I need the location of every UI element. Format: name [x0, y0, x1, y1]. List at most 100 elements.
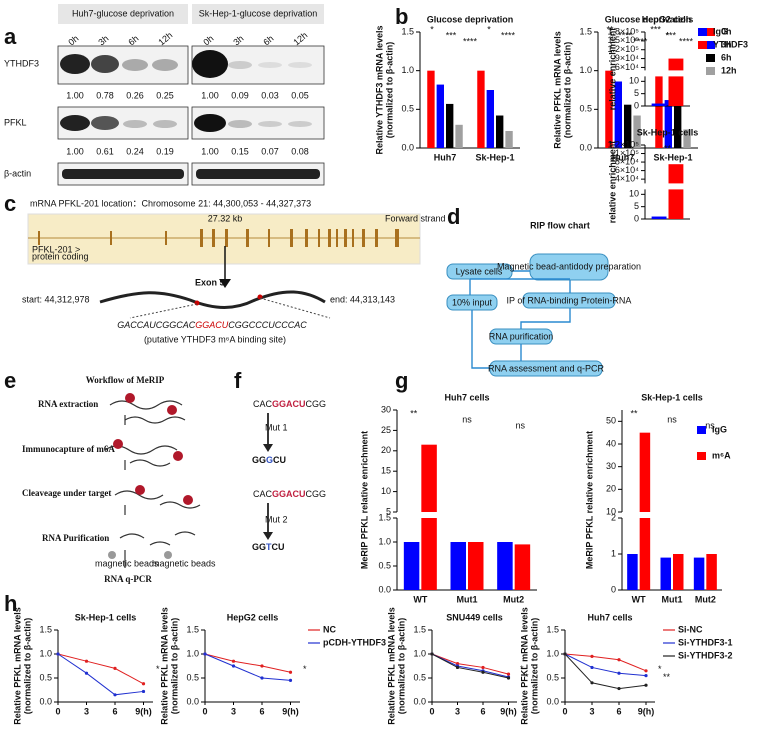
bar — [486, 90, 494, 148]
zoom-line — [259, 297, 331, 319]
chart-title: Sk-Hep-1 cells — [641, 392, 703, 402]
motif: GGACU — [272, 399, 306, 409]
seq-part: CU — [273, 455, 286, 465]
point — [203, 652, 207, 656]
step: RNA extraction — [38, 399, 98, 409]
quant: 0.08 — [291, 146, 309, 156]
panel-label: c — [4, 191, 16, 216]
y-tick-label: 4×10⁴ — [615, 174, 639, 184]
x-tick-label: 9(h) — [500, 706, 517, 716]
y-axis-label: relative enrichment — [607, 28, 617, 111]
bar — [668, 58, 684, 106]
zoom-line — [129, 303, 198, 319]
chart-title: Sk-Hep-1 cells — [75, 612, 137, 622]
y-tick-label: 1.0 — [186, 648, 199, 658]
y-tick-label: 1.0 — [413, 648, 426, 658]
x-tick-label: 3 — [231, 706, 236, 716]
y-tick-label: 10 — [629, 76, 639, 86]
end: end: 44,313,143 — [330, 294, 395, 304]
antibody-beads — [113, 393, 193, 505]
axis-break — [646, 70, 691, 77]
panel-label: f — [234, 368, 242, 393]
significance: ns — [462, 414, 472, 424]
legend-label: 0h — [721, 26, 732, 36]
workflow-title: Workflow of MeRIP — [86, 375, 165, 385]
panel-label: e — [4, 368, 16, 393]
bar — [651, 216, 667, 219]
legend-label: m⁶A — [712, 450, 731, 460]
y-tick-label: 0 — [611, 584, 616, 594]
bar — [673, 554, 684, 590]
strand: Forward strand — [385, 213, 446, 223]
chart-title: HepG2 cells — [227, 612, 279, 622]
point — [260, 676, 264, 680]
flow-arrows — [469, 270, 571, 369]
point — [113, 666, 117, 671]
bar — [436, 84, 444, 148]
bar — [614, 81, 622, 148]
axis-break — [623, 512, 723, 518]
seq-part: CGG — [306, 489, 327, 499]
genome-track — [27, 213, 421, 265]
legend-label: Si-YTHDF3-2 — [678, 650, 733, 660]
y-tick-label: 1.0 — [546, 648, 559, 658]
y-tick-label: 40 — [606, 438, 616, 448]
seq-part: CGG — [306, 399, 327, 409]
time-label: 3h — [96, 33, 110, 47]
significance: *** — [650, 24, 661, 34]
x-tick-label: 6 — [616, 706, 621, 716]
legend-swatch — [706, 67, 715, 75]
seq-part: GG — [252, 542, 266, 552]
y-axis-label: (normalized to β-actin) — [396, 618, 406, 715]
time-label: 12h — [156, 30, 174, 47]
seq-part: CGGCCCUCCCAC — [228, 320, 307, 330]
bar — [496, 115, 504, 148]
significance: * — [658, 664, 662, 674]
mut-label: Mut 1 — [265, 422, 288, 432]
y-axis-label: Relative PFKL mRNA levels — [386, 607, 396, 725]
x-tick-label: Mut1 — [662, 594, 683, 604]
y-tick-label: 0.5 — [401, 104, 414, 114]
y-tick-label: 1.0 — [39, 648, 52, 658]
bar — [605, 70, 613, 148]
significance: * — [430, 24, 434, 34]
wild-seq: CACGGACUCGG — [253, 489, 326, 499]
y-axis-label: (normalized to β-actin) — [169, 618, 179, 715]
y-axis-label: (normalized to β-actin) — [22, 618, 32, 715]
significance: *** — [666, 30, 677, 40]
y-tick-label: 20 — [606, 484, 616, 494]
point — [56, 652, 60, 656]
quant: 0.07 — [261, 146, 279, 156]
mutation: G — [266, 455, 273, 465]
y-axis-label: Relative YTHDF3 mRNA levels — [374, 25, 384, 154]
sequence: GACCAUCGGCACGGACUCGGCCCUCCCAC — [117, 320, 307, 330]
point — [563, 652, 567, 656]
point — [231, 659, 236, 663]
quant: 0.26 — [126, 90, 144, 100]
bar — [477, 70, 485, 148]
line — [57, 653, 144, 685]
y-axis-label: Relative PFKL mRNA levels — [552, 31, 562, 149]
legend-swatch — [706, 54, 715, 62]
point — [617, 671, 621, 675]
point — [141, 689, 146, 694]
x-tick-label: WT — [632, 594, 646, 604]
flow-title: RIP flow chart — [530, 220, 590, 230]
x-tick-label: Mut2 — [503, 594, 524, 604]
point — [84, 659, 89, 663]
flow-box: RNA purification — [489, 331, 554, 341]
bead — [164, 551, 172, 559]
significance: ** — [606, 24, 614, 34]
x-tick-label: 3 — [589, 706, 594, 716]
track-type: protein coding — [32, 251, 89, 261]
legend-swatch — [706, 41, 715, 49]
panel-d: d RIP flow chart Lysate cells Magnetic b… — [446, 204, 641, 377]
bar — [639, 432, 651, 590]
y-tick-label: 20 — [381, 445, 391, 455]
mut-label: Mut 2 — [265, 514, 288, 524]
chart-title: Glucose deprivation — [427, 14, 514, 24]
y-tick-label: 0.5 — [378, 560, 391, 570]
mrna-curve — [99, 290, 326, 309]
group-title: Huh7-glucose deprivation — [72, 8, 174, 18]
significance: * — [487, 24, 491, 34]
